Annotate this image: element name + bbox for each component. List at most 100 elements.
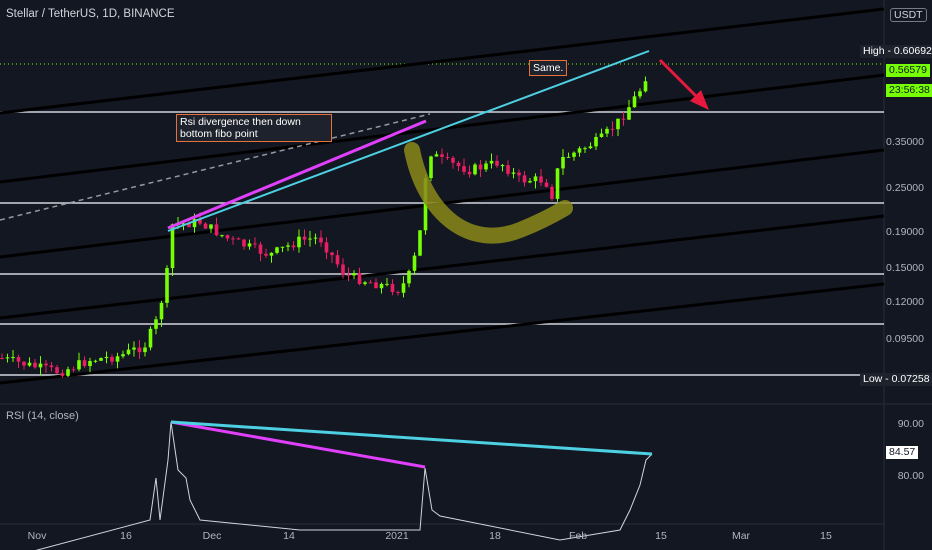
candle-body bbox=[143, 347, 147, 353]
candle-body bbox=[324, 242, 329, 253]
candle-body bbox=[374, 282, 378, 289]
current-price-badge: 0.56579 bbox=[886, 64, 930, 77]
candle-body bbox=[500, 165, 505, 167]
candle-body bbox=[121, 354, 125, 357]
candle-body bbox=[577, 148, 582, 153]
candle-body bbox=[82, 360, 87, 367]
candle-body bbox=[478, 164, 483, 170]
candle-body bbox=[181, 223, 186, 225]
candle-body bbox=[610, 128, 615, 130]
candle-body bbox=[253, 243, 257, 245]
high-badge: High - 0.60692 bbox=[860, 45, 932, 58]
candle-body bbox=[566, 156, 571, 158]
candle-body bbox=[291, 245, 296, 248]
candle-body bbox=[269, 252, 274, 256]
candle-body bbox=[489, 160, 494, 164]
countdown-badge: 23:56:38 bbox=[886, 84, 932, 97]
time-label: 14 bbox=[283, 530, 295, 542]
rsi-pane bbox=[35, 420, 653, 550]
candle-body bbox=[280, 246, 285, 248]
candle-body bbox=[308, 238, 312, 240]
candle-body bbox=[467, 171, 472, 175]
candle-body bbox=[533, 176, 538, 182]
candle-body bbox=[104, 356, 109, 359]
candle-body bbox=[115, 356, 120, 362]
candle-body bbox=[643, 81, 648, 92]
candle-body bbox=[462, 166, 466, 172]
candles bbox=[0, 76, 648, 378]
red-arrow[interactable] bbox=[658, 58, 709, 110]
candle-body bbox=[357, 273, 362, 284]
candle-body bbox=[330, 252, 334, 256]
rsi-magenta-line[interactable] bbox=[170, 420, 426, 469]
candle-body bbox=[456, 162, 461, 167]
fib-levels bbox=[0, 111, 884, 376]
candle-body bbox=[49, 365, 54, 368]
time-label: Dec bbox=[202, 530, 222, 542]
channel-lines bbox=[0, 7, 885, 385]
price-tick: 0.35000 bbox=[886, 136, 924, 148]
candle-body bbox=[627, 107, 631, 120]
candle-body bbox=[93, 360, 98, 362]
candle-body bbox=[225, 235, 230, 239]
candle-body bbox=[473, 164, 477, 175]
candle-body bbox=[38, 363, 43, 368]
candle-body bbox=[390, 283, 395, 293]
candle-body bbox=[385, 283, 389, 285]
candle-body bbox=[231, 238, 235, 240]
candle-body bbox=[401, 283, 406, 293]
candle-body bbox=[77, 360, 81, 370]
rsi-title[interactable]: RSI (14, close) bbox=[6, 410, 79, 422]
candle-body bbox=[638, 91, 642, 97]
candle-body bbox=[319, 237, 323, 243]
candle-body bbox=[5, 357, 10, 359]
candle-body bbox=[440, 154, 444, 157]
candle-body bbox=[605, 128, 609, 134]
channel-line[interactable] bbox=[0, 282, 885, 385]
candle-body bbox=[286, 245, 290, 247]
candle-body bbox=[561, 156, 565, 169]
same-annotation[interactable]: Same. bbox=[529, 60, 568, 76]
candle-body bbox=[99, 358, 103, 361]
currency-badge[interactable]: USDT bbox=[890, 8, 927, 22]
candle-body bbox=[418, 230, 422, 256]
candle-body bbox=[445, 156, 450, 158]
channel-line[interactable] bbox=[0, 7, 885, 115]
candle-body bbox=[236, 238, 241, 240]
candle-body bbox=[16, 357, 21, 362]
time-label: 15 bbox=[655, 530, 667, 542]
rsi-cyan-line[interactable] bbox=[170, 420, 653, 456]
chart-title: Stellar / TetherUS, 1D, BINANCE bbox=[6, 8, 175, 20]
candle-body bbox=[588, 146, 593, 149]
highlight-curve[interactable] bbox=[404, 142, 573, 244]
candle-body bbox=[187, 223, 191, 228]
candle-body bbox=[363, 282, 367, 284]
time-label: 18 bbox=[489, 530, 501, 542]
candle-body bbox=[247, 243, 252, 247]
candle-body bbox=[517, 172, 521, 176]
magenta-trend-line[interactable] bbox=[167, 119, 427, 230]
candle-body bbox=[599, 133, 604, 138]
time-label: 2021 bbox=[385, 530, 409, 542]
candle-body bbox=[132, 347, 136, 350]
candle-body bbox=[137, 347, 142, 353]
candle-body bbox=[60, 373, 65, 376]
dashed-trend-line[interactable] bbox=[0, 113, 431, 221]
candle-body bbox=[484, 163, 488, 170]
price-tick: 0.09500 bbox=[886, 333, 924, 345]
candle-body bbox=[11, 357, 15, 359]
candle-body bbox=[264, 253, 268, 256]
time-label: 16 bbox=[120, 530, 132, 542]
divergence-annotation[interactable]: Rsi divergence then down bottom fibo poi… bbox=[176, 114, 332, 142]
candle-body bbox=[192, 219, 197, 228]
time-label: Feb bbox=[568, 530, 588, 542]
candle-body bbox=[495, 160, 499, 166]
candle-body bbox=[302, 236, 307, 240]
candle-body bbox=[242, 239, 246, 247]
low-badge: Low - 0.07258 bbox=[860, 373, 932, 386]
candle-body bbox=[594, 137, 598, 147]
cyan-trend-line[interactable] bbox=[167, 50, 650, 232]
channel-line[interactable] bbox=[0, 214, 885, 320]
candle-body bbox=[544, 182, 549, 187]
